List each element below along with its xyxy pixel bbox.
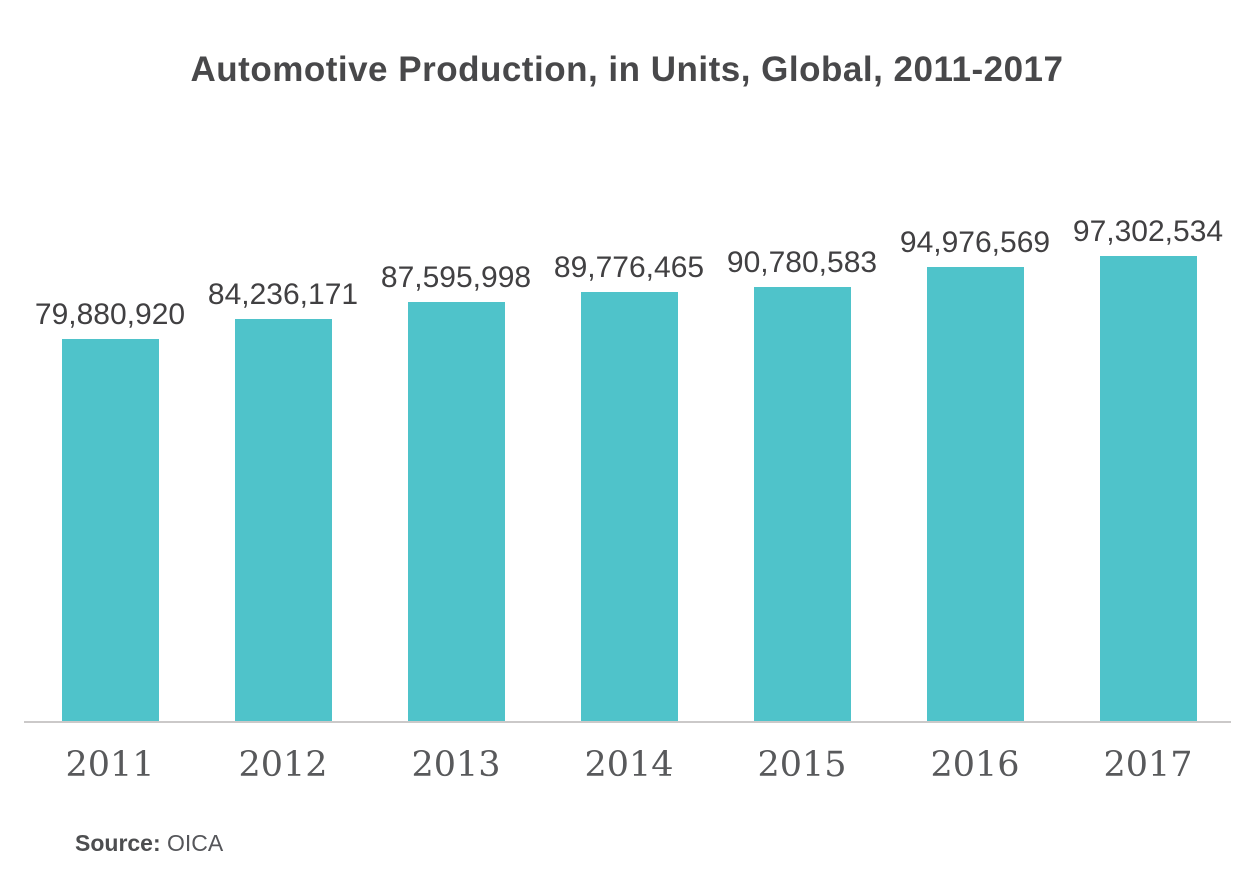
bar-value-label: 90,780,583 [726, 246, 878, 279]
bar-2016 [926, 267, 1024, 722]
bar-2014 [580, 292, 678, 722]
bar-value-label: 89,776,465 [553, 251, 705, 284]
bar-2017 [1099, 256, 1197, 722]
bar-2011 [61, 339, 159, 722]
bar-2013 [407, 302, 505, 722]
bar-value-label: 79,880,920 [34, 298, 186, 331]
bar-2015 [753, 287, 851, 722]
source-value: OICA [167, 830, 224, 856]
chart-title: Automotive Production, in Units, Global,… [190, 50, 1064, 89]
x-axis-tick-label: 2012 [238, 745, 328, 785]
source-label: Source: [75, 830, 161, 856]
x-axis-tick-label: 2011 [65, 745, 155, 785]
bar-value-label: 97,302,534 [1072, 215, 1224, 248]
x-axis-tick-label: 2013 [411, 745, 501, 785]
x-axis-line [24, 721, 1231, 723]
x-axis-tick-label: 2017 [1103, 745, 1193, 785]
bar-value-label: 87,595,998 [380, 261, 532, 294]
x-axis-tick-label: 2016 [930, 745, 1020, 785]
bar-2012 [234, 319, 332, 722]
x-axis-tick-label: 2015 [757, 745, 847, 785]
x-axis-tick-label: 2014 [584, 745, 674, 785]
source-note: Source: OICA [75, 828, 223, 858]
bar-value-label: 94,976,569 [899, 226, 1051, 259]
bar-value-label: 84,236,171 [207, 278, 359, 311]
